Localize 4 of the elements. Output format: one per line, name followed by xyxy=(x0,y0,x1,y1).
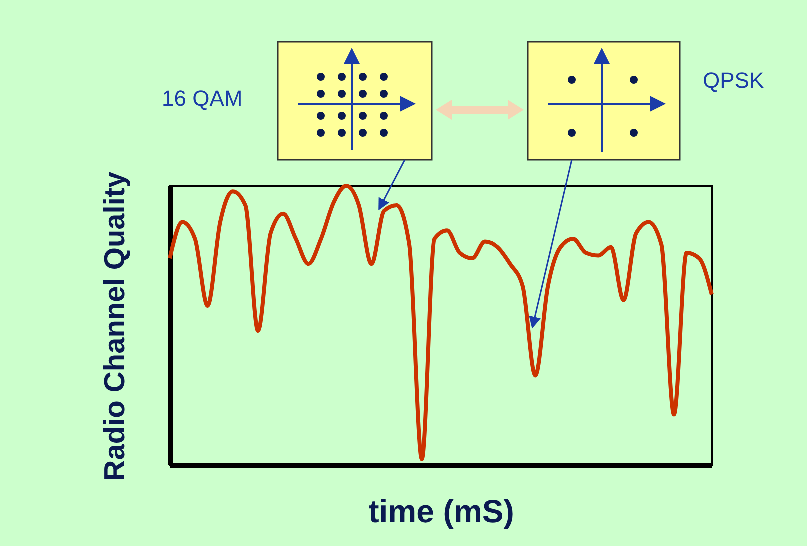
x-axis-title: time (mS) xyxy=(368,494,514,530)
text: 16 QAM xyxy=(162,86,243,112)
y-axis-title: Radio Channel Quality xyxy=(100,172,132,482)
text: QPSK xyxy=(703,68,764,94)
